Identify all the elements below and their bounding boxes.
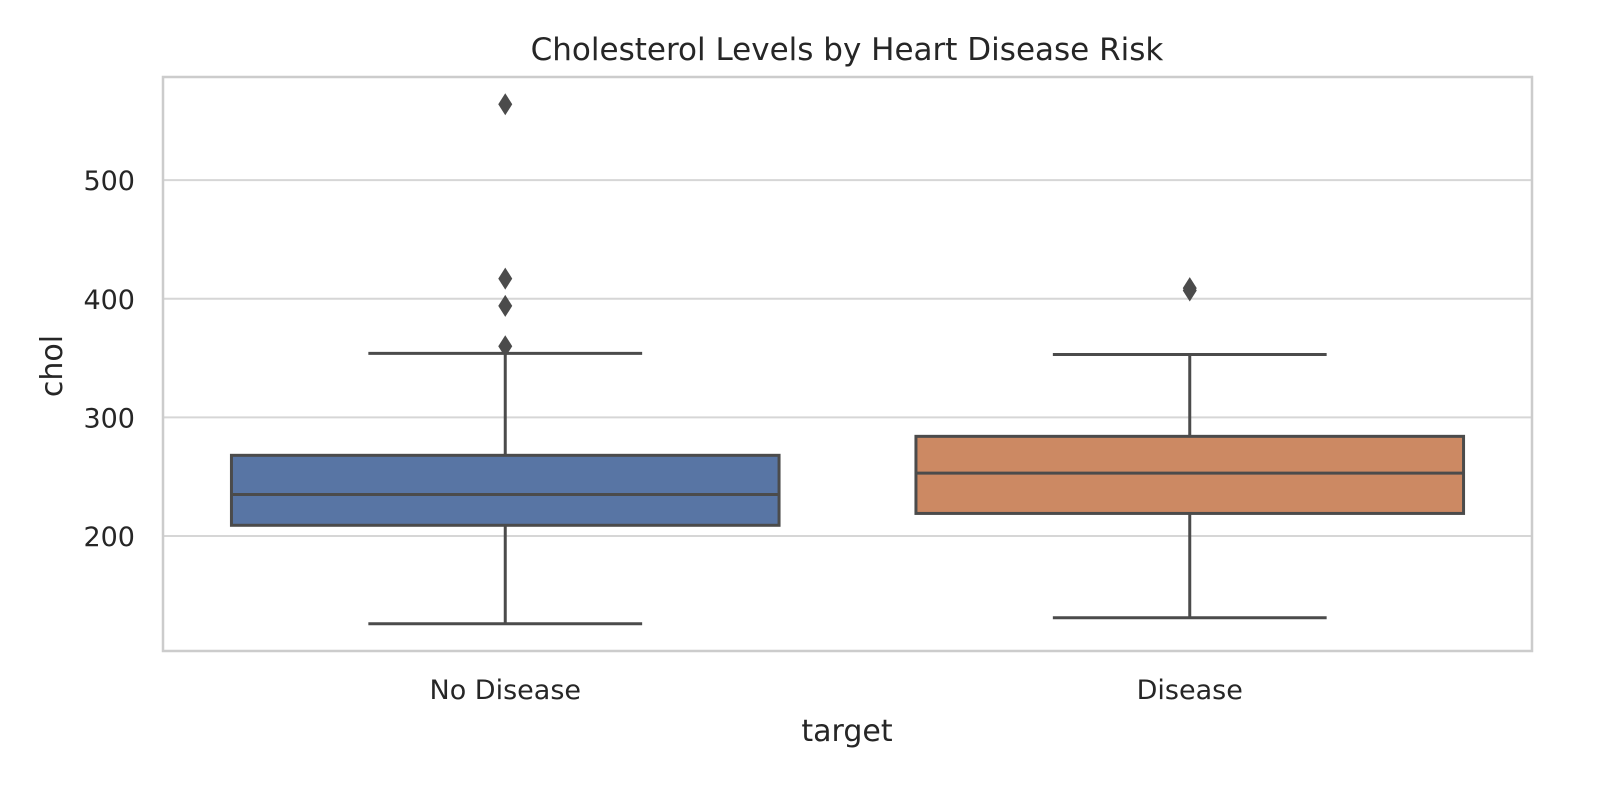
y-tick-label-200: 200 xyxy=(83,522,135,553)
y-tick-label-400: 400 xyxy=(83,285,135,316)
chart-title: Cholesterol Levels by Heart Disease Risk xyxy=(531,32,1164,68)
x-tick-labels: No Disease Disease xyxy=(430,675,1243,706)
outlier-no-disease-0 xyxy=(498,93,513,116)
outlier-no-disease-1 xyxy=(498,267,513,290)
box-no-disease xyxy=(229,453,781,527)
y-tick-label-300: 300 xyxy=(83,403,135,434)
outlier-disease-1 xyxy=(1182,279,1197,302)
boxes xyxy=(229,93,1466,626)
plot-frame xyxy=(161,75,1534,653)
y-tick-label-500: 500 xyxy=(83,166,135,197)
outlier-no-disease-2 xyxy=(498,294,513,317)
x-tick-label-no-disease: No Disease xyxy=(430,675,582,706)
x-tick-label-disease: Disease xyxy=(1137,675,1243,706)
box-disease xyxy=(914,434,1466,515)
outlier-no-disease-3 xyxy=(498,335,513,358)
grid-lines xyxy=(163,179,1532,537)
y-axis-label: chol xyxy=(35,335,70,397)
y-tick-labels: 200 300 400 500 xyxy=(83,166,135,553)
x-axis-label: target xyxy=(801,714,892,749)
